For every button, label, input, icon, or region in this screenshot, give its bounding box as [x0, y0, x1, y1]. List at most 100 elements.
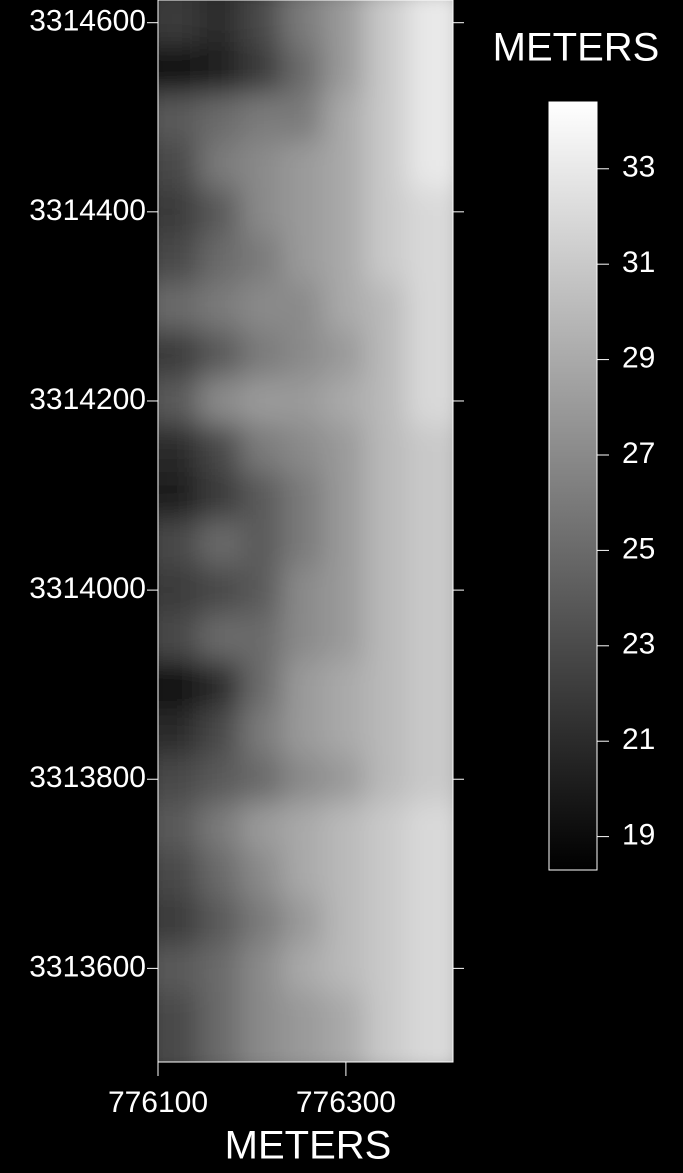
- heatmap-cell: [282, 472, 324, 520]
- chart: METERS METERS 33146003314400331420033140…: [0, 0, 683, 1173]
- heatmap-cell: [241, 945, 283, 993]
- heatmap-cell: [241, 377, 283, 425]
- heatmap-cell: [282, 235, 324, 283]
- heatmap-cell: [199, 425, 241, 473]
- heatmap-cell: [323, 472, 365, 520]
- heatmap-cell: [199, 46, 241, 94]
- heatmap-cell: [282, 425, 324, 473]
- heatmap-cell: [241, 661, 283, 709]
- heatmap-cell: [323, 46, 365, 94]
- heatmap-cell: [365, 803, 407, 851]
- colorbar: [549, 102, 597, 870]
- heatmap-cell: [199, 188, 241, 236]
- colorbar-tick-label: 25: [622, 532, 655, 565]
- x-axis-label: METERS: [225, 1124, 392, 1168]
- x-tick-label: 776300: [296, 1086, 396, 1119]
- heatmap-cell: [323, 661, 365, 709]
- heatmap-cell: [241, 756, 283, 804]
- heatmap-cell: [199, 377, 241, 425]
- heatmap-cell: [365, 141, 407, 189]
- heatmap-cell: [199, 945, 241, 993]
- heatmap-cell: [282, 614, 324, 662]
- heatmap-cell: [199, 708, 241, 756]
- heatmap-cell: [241, 94, 283, 142]
- heatmap-cell: [365, 425, 407, 473]
- heatmap-cell: [282, 46, 324, 94]
- heatmap-cell: [323, 803, 365, 851]
- heatmap-cell: [282, 945, 324, 993]
- heatmap-cell: [323, 188, 365, 236]
- colorbar-tick-label: 31: [622, 246, 655, 279]
- heatmap-cell: [282, 0, 324, 47]
- heatmap-cell: [241, 708, 283, 756]
- heatmap-cell: [365, 566, 407, 614]
- colorbar-tick-label: 23: [622, 628, 655, 661]
- heatmap-cell: [282, 661, 324, 709]
- heatmap-cell: [241, 0, 283, 47]
- heatmap: [138, 0, 474, 1083]
- heatmap-cell: [282, 756, 324, 804]
- heatmap-cell: [241, 141, 283, 189]
- heatmap-cell: [323, 850, 365, 898]
- heatmap-cell: [199, 614, 241, 662]
- heatmap-cell: [199, 803, 241, 851]
- heatmap-cell: [241, 519, 283, 567]
- heatmap-cell: [241, 283, 283, 331]
- heatmap-cell: [365, 94, 407, 142]
- heatmap-cell: [323, 425, 365, 473]
- heatmap-cell: [241, 425, 283, 473]
- heatmap-cell: [365, 330, 407, 378]
- heatmap-cell: [241, 850, 283, 898]
- heatmap-cell: [241, 897, 283, 945]
- heatmap-cell: [323, 566, 365, 614]
- heatmap-cell: [282, 566, 324, 614]
- heatmap-cell: [199, 330, 241, 378]
- heatmap-cell: [282, 708, 324, 756]
- heatmap-cell: [199, 756, 241, 804]
- heatmap-cell: [241, 566, 283, 614]
- heatmap-cell: [365, 661, 407, 709]
- y-tick-label: 3314000: [29, 572, 146, 605]
- x-tick-label: 776100: [108, 1086, 208, 1119]
- heatmap-cell: [282, 519, 324, 567]
- colorbar-tick-label: 29: [622, 342, 655, 375]
- heatmap-cell: [323, 614, 365, 662]
- y-tick-label: 3313600: [29, 950, 146, 983]
- heatmap-cell: [365, 377, 407, 425]
- heatmap-cell: [365, 472, 407, 520]
- heatmap-cell: [282, 283, 324, 331]
- heatmap-cell: [199, 519, 241, 567]
- heatmap-cell: [199, 661, 241, 709]
- heatmap-cell: [282, 897, 324, 945]
- heatmap-cell: [241, 803, 283, 851]
- colorbar-tick-label: 33: [622, 151, 655, 184]
- heatmap-cell: [199, 850, 241, 898]
- heatmap-cell: [365, 708, 407, 756]
- heatmap-cell: [282, 330, 324, 378]
- heatmap-cell: [323, 756, 365, 804]
- heatmap-cell: [282, 94, 324, 142]
- heatmap-cell: [323, 897, 365, 945]
- y-tick-label: 3314600: [29, 5, 146, 38]
- heatmap-cell: [323, 235, 365, 283]
- heatmap-cell: [323, 519, 365, 567]
- heatmap-cell: [365, 945, 407, 993]
- heatmap-cell: [241, 235, 283, 283]
- heatmap-cell: [365, 235, 407, 283]
- colorbar-label: METERS: [493, 26, 660, 70]
- heatmap-cell: [323, 94, 365, 142]
- heatmap-cell: [365, 283, 407, 331]
- heatmap-cell: [282, 803, 324, 851]
- heatmap-cell: [199, 472, 241, 520]
- heatmap-cell: [365, 519, 407, 567]
- heatmap-cell: [241, 46, 283, 94]
- heatmap-cell: [199, 141, 241, 189]
- heatmap-cell: [323, 141, 365, 189]
- y-tick-label: 3314400: [29, 194, 146, 227]
- heatmap-cell: [323, 945, 365, 993]
- heatmap-cell: [282, 141, 324, 189]
- heatmap-cell: [241, 472, 283, 520]
- heatmap-cell: [365, 897, 407, 945]
- heatmap-cell: [282, 850, 324, 898]
- heatmap-cell: [199, 897, 241, 945]
